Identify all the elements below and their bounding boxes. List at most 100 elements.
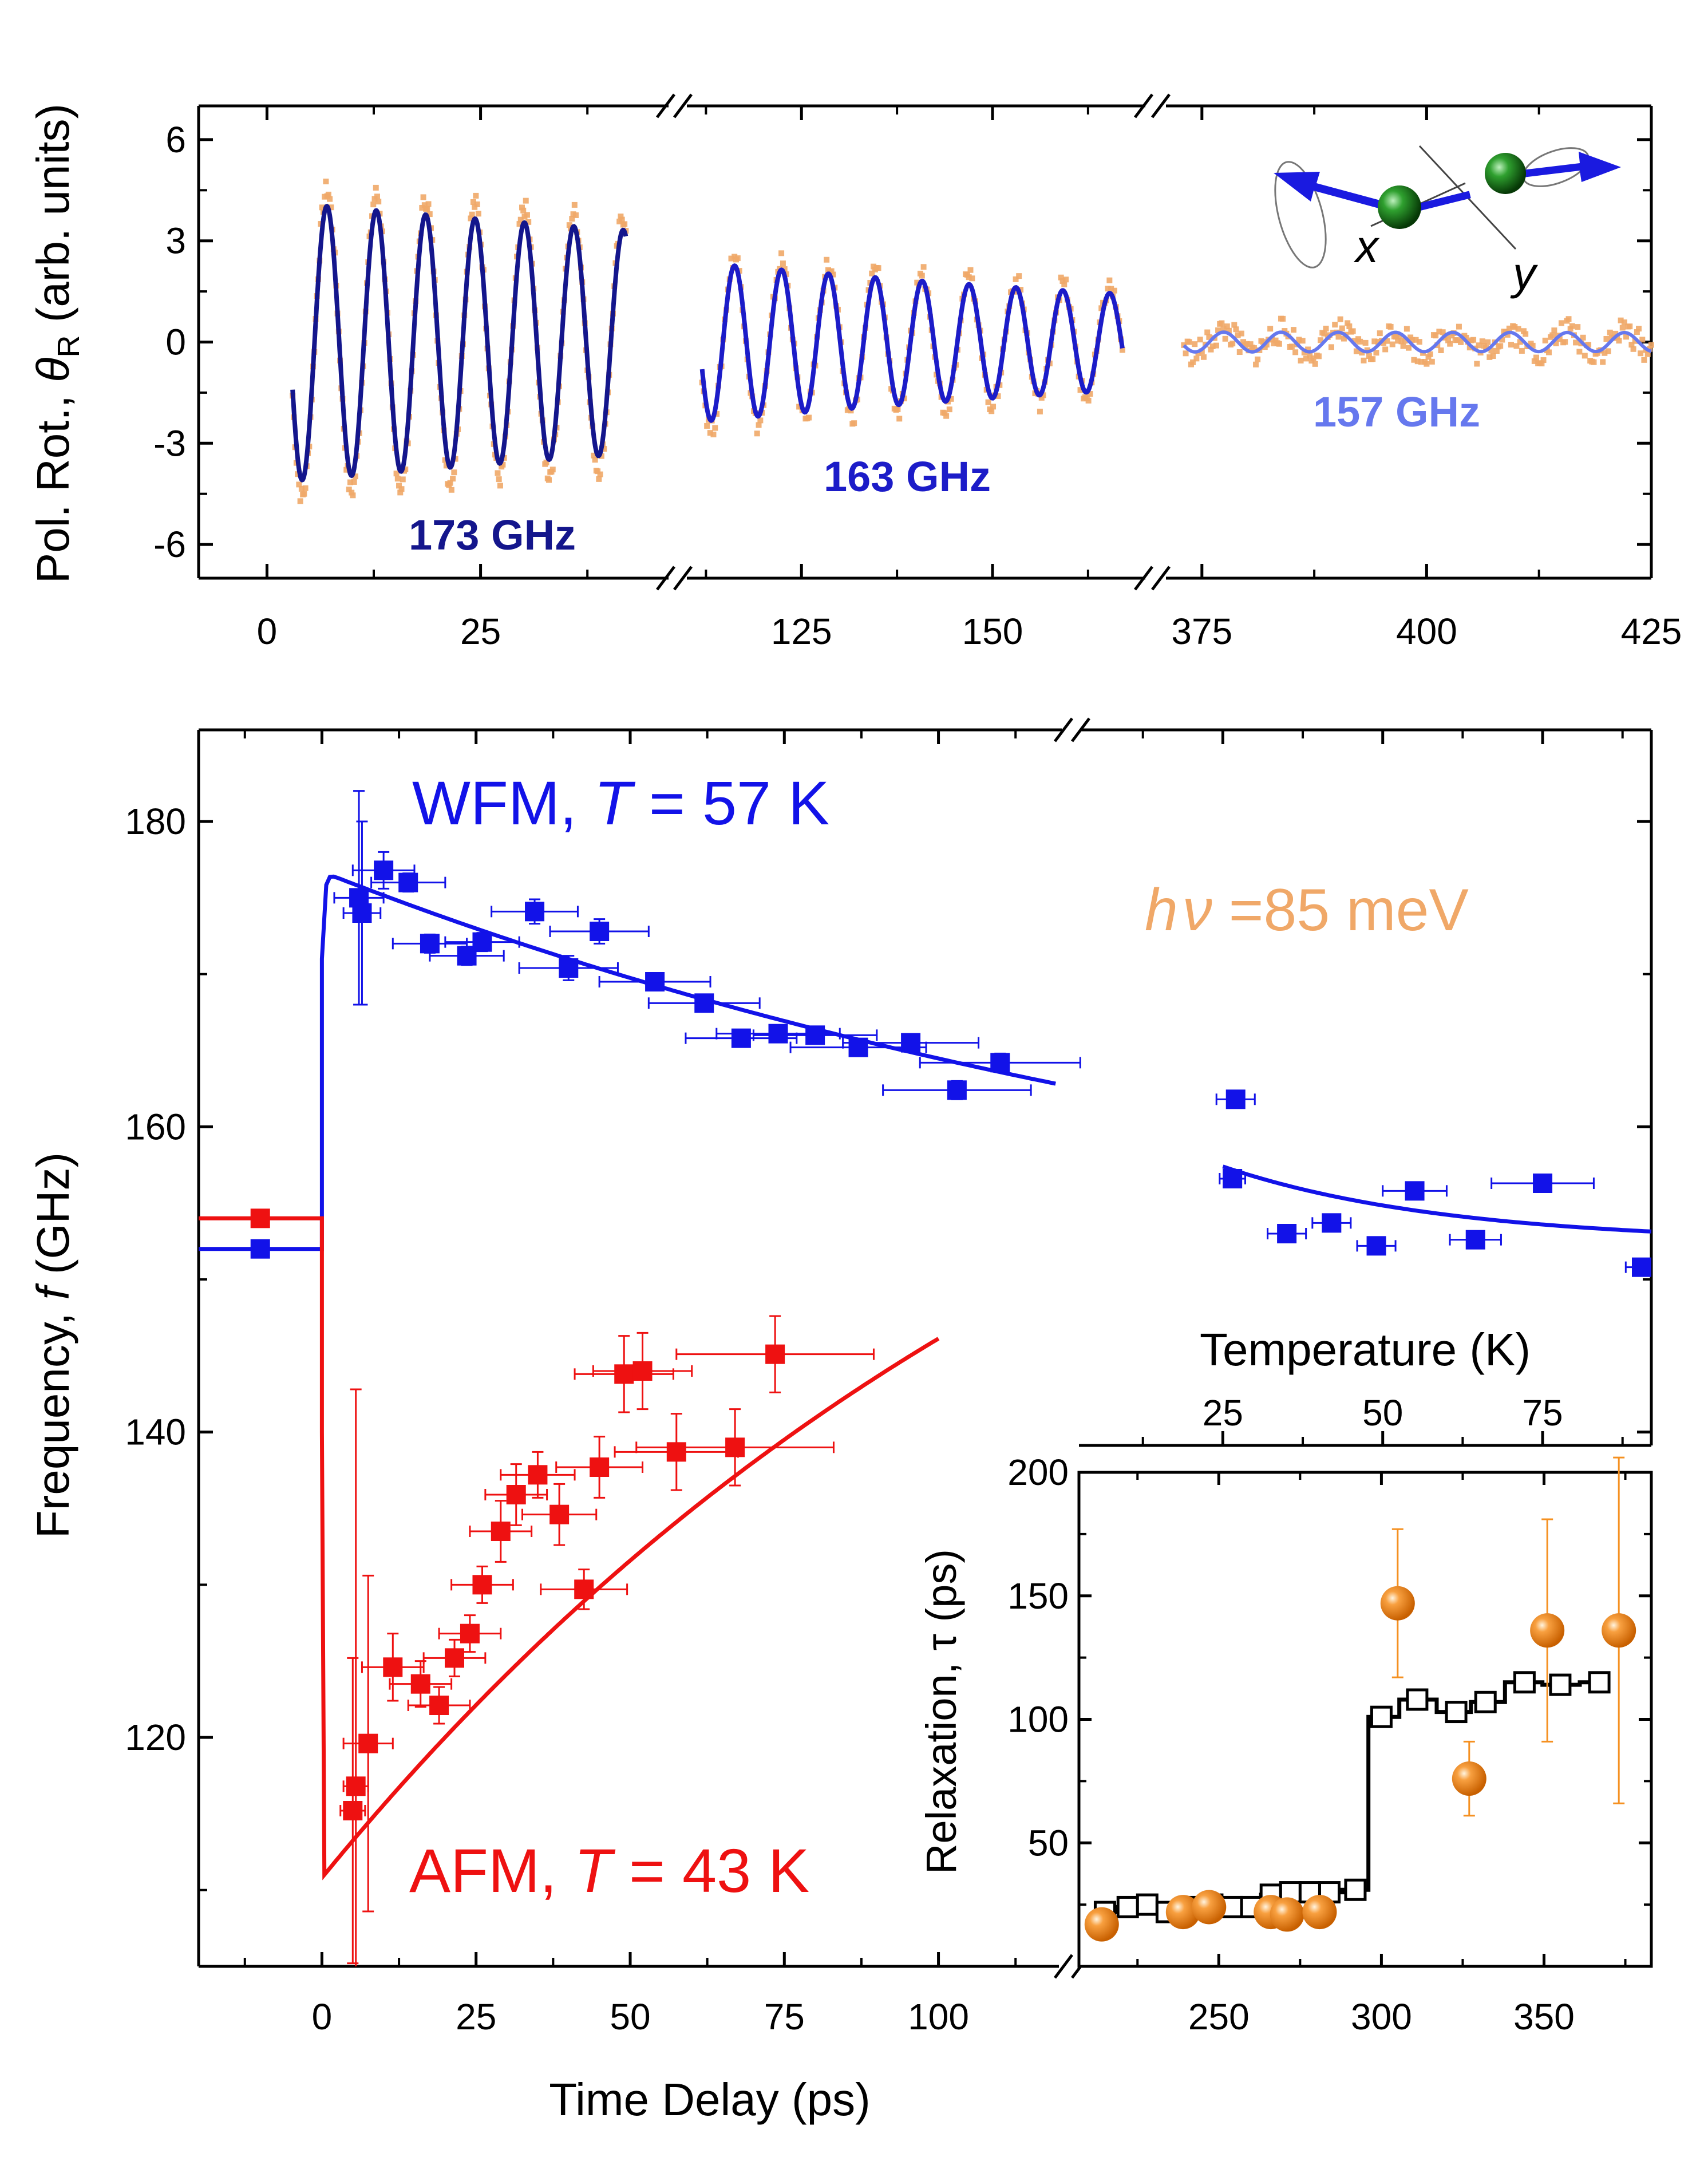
bottom-ylabel-prefix: Frequency, [27, 1300, 78, 1538]
measured-point [1361, 357, 1367, 364]
series-label-163: 163 GHz [824, 453, 991, 500]
measured-point [1429, 358, 1435, 365]
measured-point [549, 467, 556, 473]
inset-ytick-label: 100 [1007, 1699, 1069, 1740]
measured-point [1519, 347, 1525, 354]
afm-label: AFM, T = 43 K [409, 1836, 809, 1905]
measured-point [1433, 333, 1439, 339]
afm-data-point [460, 1623, 480, 1644]
measured-point [1512, 324, 1518, 330]
measured-point [1271, 340, 1277, 346]
measured-point [1077, 387, 1084, 393]
temperature-tick-label: 50 [1362, 1392, 1403, 1433]
measured-point [1517, 339, 1523, 345]
measured-point [1556, 336, 1563, 342]
afm-data-point [506, 1485, 526, 1504]
measured-point [824, 256, 830, 263]
measured-point [327, 196, 333, 202]
temperature-data-point [1277, 1224, 1297, 1243]
wfm-data-point [559, 958, 579, 978]
measured-point [1398, 338, 1405, 345]
measured-point [469, 211, 475, 218]
spin-arrow-left-icon [1274, 172, 1401, 214]
bottom-panel: 180 160 140 120 0 25 50 75 100 25 50 75 Frequency… [27, 717, 1653, 2125]
measured-point [1059, 278, 1066, 284]
measured-point [1263, 342, 1270, 348]
top-xtick-label: 375 [1171, 611, 1232, 652]
top-y-ticks: 6 3 0 -3 -6 [153, 119, 1651, 565]
series-label-173: 173 GHz [409, 511, 576, 559]
measured-point [1479, 338, 1485, 345]
measured-point [1288, 343, 1295, 350]
wfm-data-point [398, 872, 418, 892]
measured-point [1195, 350, 1201, 356]
measured-point [1521, 328, 1527, 334]
inset-ytick-label: 50 [1028, 1822, 1069, 1863]
wfm-label-prefix: WFM, [412, 768, 594, 837]
measured-point [350, 492, 356, 499]
measured-point [1085, 397, 1092, 404]
measured-point [1644, 351, 1651, 357]
inset-orange-marker [1302, 1895, 1337, 1930]
measured-point [704, 422, 710, 429]
inset-ylabel-prefix: Relaxation, [918, 1650, 965, 1874]
measured-point [1474, 361, 1480, 367]
inset-x-ticks: 250 300 350 [1136, 1472, 1627, 2037]
bottom-ytick-label: 140 [125, 1412, 186, 1453]
measured-point [1542, 337, 1548, 343]
bottom-xtick-label: 50 [610, 1996, 650, 2037]
measured-point [619, 216, 625, 223]
measured-point [1458, 339, 1464, 345]
measured-point [598, 453, 604, 459]
measured-point [523, 197, 529, 204]
inset-step-marker [1474, 1690, 1497, 1713]
measured-point [778, 250, 785, 256]
measured-point [1619, 325, 1626, 331]
measured-point [1621, 319, 1627, 326]
measured-point [1345, 320, 1351, 326]
measured-point [396, 483, 402, 489]
wfm-data-point [472, 932, 492, 952]
inset-orange-marker [1165, 1895, 1200, 1930]
measured-point [1531, 358, 1537, 364]
measured-point [1438, 347, 1444, 353]
inset-step-marker [1513, 1671, 1536, 1694]
measured-point [1351, 338, 1358, 344]
measured-point [296, 481, 302, 488]
measured-point [851, 420, 857, 426]
afm-data-point [358, 1733, 378, 1753]
measured-point [1612, 330, 1619, 337]
measured-point [1332, 322, 1338, 328]
inset-step-marker [1406, 1688, 1429, 1711]
afm-label-prefix: AFM, [409, 1836, 574, 1905]
inset-ytick-label: 200 [1007, 1452, 1069, 1493]
afm-data-point [666, 1442, 686, 1462]
measured-point [402, 466, 409, 472]
measured-point [1209, 343, 1216, 349]
measured-point [1486, 354, 1493, 360]
measured-point [1539, 360, 1545, 366]
measured-point [1580, 334, 1586, 341]
measured-point [1411, 357, 1417, 363]
measured-point [1623, 334, 1630, 340]
inset-step-marker [1588, 1671, 1611, 1694]
inset-orange-marker [1452, 1761, 1486, 1796]
measured-point [1618, 317, 1624, 323]
bottom-y-ticks: 180 160 140 120 [125, 801, 1651, 1891]
measured-point [1233, 326, 1239, 333]
bottom-xtick-label: 25 [456, 1996, 496, 2037]
measured-point [591, 452, 597, 459]
afm-data-point [574, 1579, 594, 1599]
afm-data-point [590, 1457, 610, 1477]
measured-point [1315, 353, 1322, 359]
measured-point [995, 393, 1001, 400]
top-ylabel-symbol: θ [27, 357, 78, 382]
measured-point [1497, 343, 1504, 349]
measured-point [1310, 355, 1316, 361]
measured-point [325, 191, 331, 197]
inset-axis-y-label: y [1510, 248, 1539, 299]
measured-point [1602, 350, 1608, 356]
inset-step-marker [1344, 1878, 1367, 1901]
measured-point [734, 255, 741, 262]
measured-point [323, 178, 329, 184]
